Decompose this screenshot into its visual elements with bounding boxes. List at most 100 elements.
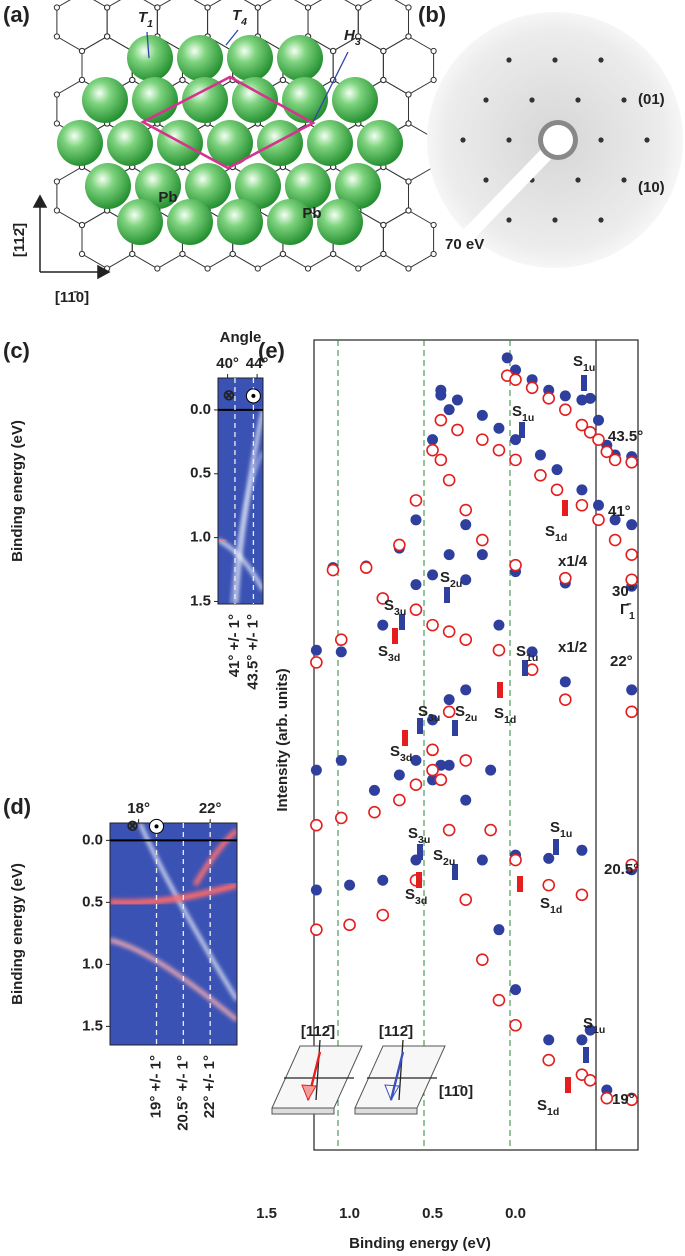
state-label: S1d (537, 1097, 559, 1118)
state-label-main: S (516, 643, 526, 660)
leed-spot (506, 137, 512, 143)
data-point-filled (368, 784, 380, 796)
beam-stop (462, 140, 561, 240)
lattice-vertex (430, 250, 437, 258)
angle-label: 22° (610, 653, 633, 670)
lattice-vertex (154, 265, 161, 272)
cut-label: 43.5° +/- 1° (244, 614, 261, 690)
state-label-sub: 1d (555, 532, 567, 544)
data-point-open (625, 858, 639, 872)
lattice-vertex (254, 265, 261, 272)
x-tick-label: 40° (216, 355, 239, 372)
intensity-map (218, 378, 263, 604)
polarization-icon: ⊗ (223, 387, 236, 404)
state-label-main: S (494, 705, 504, 722)
data-point-filled (551, 464, 563, 476)
data-point-filled (460, 684, 472, 696)
scale-label: x1/4 (558, 553, 588, 570)
state-marker (583, 1047, 589, 1063)
data-point-open (310, 818, 323, 832)
lattice-vertex (53, 4, 60, 11)
pb-atom (277, 35, 323, 81)
lattice-vertex (430, 221, 437, 229)
pb-atom (127, 35, 173, 81)
leed-spot (460, 137, 466, 143)
state-label-main: S (537, 1097, 547, 1114)
pb-atom (235, 163, 281, 209)
pb-atom (207, 120, 253, 166)
data-point-open (583, 1074, 597, 1087)
data-point-open (592, 513, 605, 527)
direction-label: [11̄0] (55, 289, 89, 306)
data-point-filled (526, 646, 538, 658)
lattice-vertex (380, 47, 387, 55)
data-point-open (451, 423, 464, 437)
leed-spot (575, 97, 581, 103)
lattice-vertex (179, 76, 186, 84)
state-label-sub: 3d (388, 652, 400, 664)
polarization-vector (389, 1051, 405, 1101)
cut-label: 20.5° +/- 1° (174, 1055, 191, 1131)
scale-label: x1/2 (558, 639, 587, 656)
leed-spot (506, 217, 512, 223)
state-marker (565, 1077, 571, 1093)
state-label-main: S (405, 886, 415, 903)
data-point-open (534, 468, 547, 482)
data-point-open (600, 445, 614, 459)
data-point-filled (593, 414, 605, 426)
data-point-open (426, 443, 439, 457)
data-point-filled (393, 769, 405, 781)
lattice-vertex (129, 76, 136, 84)
polarization-inset (271, 1039, 446, 1115)
state-label-sub: 1d (550, 904, 562, 916)
state-label-main: S (550, 819, 560, 836)
polarization-icon-dot (154, 824, 159, 829)
lattice-vertex (405, 33, 412, 40)
pb-atom (132, 77, 178, 123)
lattice-vertex (53, 178, 60, 185)
data-point-open (359, 561, 373, 574)
x-tick-label: 0.0 (505, 1205, 526, 1222)
pb-atom (227, 35, 273, 81)
lattice-vertex (380, 250, 387, 258)
y-tick-label: 1.0 (82, 955, 103, 972)
gamma-label: Γ̄1 (620, 601, 635, 622)
data-point-filled (451, 394, 463, 406)
data-point-filled (476, 854, 488, 866)
data-point-open (376, 908, 390, 922)
state-label: S1u (573, 353, 595, 374)
data-point-filled (501, 352, 513, 364)
data-point-filled (485, 764, 497, 776)
gamma-label-sub: 1 (629, 610, 635, 622)
panel-label: (b) (418, 2, 446, 27)
lattice-vertex (78, 221, 86, 229)
cut-label: 41° +/- 1° (226, 614, 243, 677)
data-point-open (409, 778, 423, 791)
data-point-open (326, 563, 340, 577)
lattice-vertex (78, 76, 86, 84)
site-label-sub: 3 (355, 36, 361, 48)
state-marker (497, 682, 503, 698)
data-point-filled (576, 844, 588, 856)
data-point-open (559, 571, 572, 585)
lattice-vertex (129, 250, 136, 258)
state-marker (402, 730, 408, 746)
data-point-open (525, 381, 539, 395)
gamma-label-main: Γ̄ (620, 601, 632, 618)
data-point-open (459, 633, 473, 647)
state-label: S1d (494, 705, 516, 726)
data-point-open (334, 811, 348, 825)
data-point-filled (543, 1034, 555, 1046)
state-label-sub: 1u (522, 412, 534, 424)
data-point-open (476, 953, 489, 966)
state-marker (392, 628, 398, 644)
data-point-filled (593, 499, 605, 511)
map-background (110, 823, 237, 1045)
state-label-main: S (433, 847, 443, 864)
data-point-filled (626, 684, 638, 696)
state-label: S3u (384, 597, 406, 618)
lattice-hexagon (357, 0, 409, 52)
x-tick-label: 0.5 (422, 1205, 443, 1222)
pb-atom (282, 77, 328, 123)
data-point-open (334, 633, 348, 647)
